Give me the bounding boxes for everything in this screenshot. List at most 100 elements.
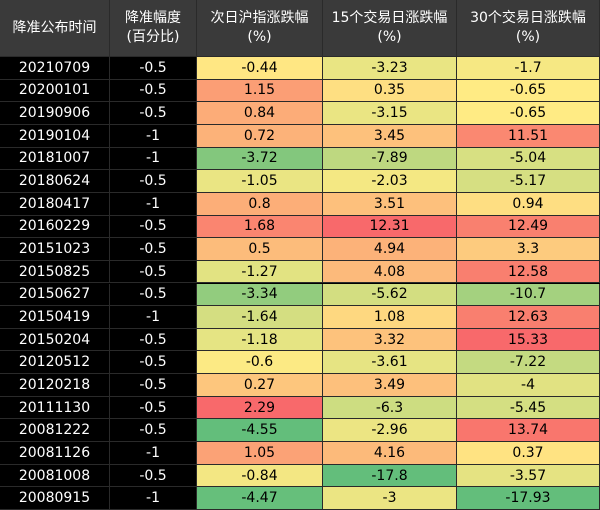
cell: 20150825 [0, 260, 110, 284]
cell: -0.5 [110, 351, 197, 375]
cell: 20150627 [0, 283, 110, 307]
cell: 20081008 [0, 464, 110, 488]
heat-cell: -3.15 [323, 102, 457, 125]
heat-cell: -5.62 [323, 283, 457, 307]
heat-cell: -2.03 [323, 170, 457, 193]
heat-cell: -0.65 [457, 102, 600, 125]
cell: -0.5 [110, 260, 197, 284]
header-cell: 降准幅度 (百分比) [110, 0, 197, 57]
heat-cell: 0.84 [197, 102, 323, 125]
heat-cell: -4.55 [197, 419, 323, 443]
header-text: 降准公布时间 [12, 19, 97, 36]
heat-cell: 1.68 [197, 215, 323, 239]
heat-cell: 12.63 [457, 306, 600, 329]
cell: -1 [110, 442, 197, 465]
cell: 20111130 [0, 396, 110, 420]
header-cell: 降准公布时间 [0, 0, 110, 57]
heat-cell: 3.32 [323, 328, 457, 352]
heat-cell: 0.8 [197, 192, 323, 216]
header-text: (%) [515, 29, 541, 45]
heat-cell: -0.65 [457, 79, 600, 103]
heat-cell: -5.17 [457, 170, 600, 193]
cell: 20160229 [0, 215, 110, 239]
cell: 20150204 [0, 328, 110, 352]
cell: -1 [110, 124, 197, 148]
cell: 20190906 [0, 102, 110, 125]
heat-cell: 12.49 [457, 215, 600, 239]
header-text: 降准幅度 [125, 10, 181, 26]
cell: 20180417 [0, 192, 110, 216]
heat-cell: -3.23 [323, 57, 457, 80]
heat-cell: -3.34 [197, 283, 323, 307]
heat-cell: 2.29 [197, 396, 323, 420]
cell: -0.5 [110, 328, 197, 352]
heat-cell: -1.64 [197, 306, 323, 329]
cell: -0.5 [110, 374, 197, 397]
heat-cell: -3.57 [457, 464, 600, 488]
heat-cell: 4.16 [323, 442, 457, 465]
header-cell: 次日沪指涨跌幅 (%) [197, 0, 323, 57]
heat-cell: -4 [457, 374, 600, 397]
cell: 20200101 [0, 79, 110, 103]
heat-cell: -1.18 [197, 328, 323, 352]
heat-cell: -1.05 [197, 170, 323, 193]
heat-cell: 1.05 [197, 442, 323, 465]
cell: 20180624 [0, 170, 110, 193]
heat-cell: -6.3 [323, 396, 457, 420]
heat-cell: -1.7 [457, 57, 600, 80]
heat-cell: -1.27 [197, 260, 323, 284]
cell: -0.5 [110, 170, 197, 193]
heat-cell: 11.51 [457, 124, 600, 148]
heat-cell: 12.58 [457, 260, 600, 284]
header-cell: 15个交易日涨跌幅 (%) [323, 0, 457, 57]
heat-cell: -0.44 [197, 57, 323, 80]
cell: -0.5 [110, 102, 197, 125]
cell: -0.5 [110, 79, 197, 103]
heat-cell: 1.08 [323, 306, 457, 329]
header-text: (%) [247, 29, 272, 45]
heat-cell: -5.04 [457, 147, 600, 171]
heat-cell: -0.84 [197, 464, 323, 488]
heat-cell: 3.3 [457, 238, 600, 261]
cell: -1 [110, 147, 197, 171]
heat-cell: -2.96 [323, 419, 457, 443]
cell: 20120512 [0, 351, 110, 375]
heat-cell: 0.5 [197, 238, 323, 261]
heat-cell: -0.6 [197, 351, 323, 375]
heat-cell: 0.27 [197, 374, 323, 397]
header-text: 30个交易日涨跌幅 [470, 10, 586, 26]
header-cell: 30个交易日涨跌幅 (%) [457, 0, 600, 57]
cell: 20120218 [0, 374, 110, 397]
cell: 20081222 [0, 419, 110, 443]
heat-cell: 13.74 [457, 419, 600, 443]
header-text: 次日沪指涨跌幅 [210, 10, 309, 26]
cell: 20181007 [0, 147, 110, 171]
cell: 20151023 [0, 238, 110, 261]
cell: -0.5 [110, 238, 197, 261]
heat-cell: 0.72 [197, 124, 323, 148]
header-text: (%) [377, 29, 402, 45]
cell: 20210709 [0, 57, 110, 80]
cell: -0.5 [110, 283, 197, 307]
heat-cell: -3.72 [197, 147, 323, 171]
heat-cell: 3.45 [323, 124, 457, 148]
cell: -1 [110, 192, 197, 216]
heat-cell: -5.45 [457, 396, 600, 420]
heat-cell: 4.94 [323, 238, 457, 261]
heat-cell: 15.33 [457, 328, 600, 352]
cell: 20190104 [0, 124, 110, 148]
heat-cell: 12.31 [323, 215, 457, 239]
heat-cell: -7.22 [457, 351, 600, 375]
heat-cell: 4.08 [323, 260, 457, 284]
heat-cell: 1.15 [197, 79, 323, 103]
header-text: (百分比) [126, 29, 180, 45]
heat-cell: -10.7 [457, 283, 600, 307]
cell: -0.5 [110, 215, 197, 239]
cell: -1 [110, 487, 197, 510]
cell: 20150419 [0, 306, 110, 329]
cell: -0.5 [110, 57, 197, 80]
cell: 20080915 [0, 487, 110, 510]
heat-cell: 0.37 [457, 442, 600, 465]
heat-cell: -4.47 [197, 487, 323, 510]
